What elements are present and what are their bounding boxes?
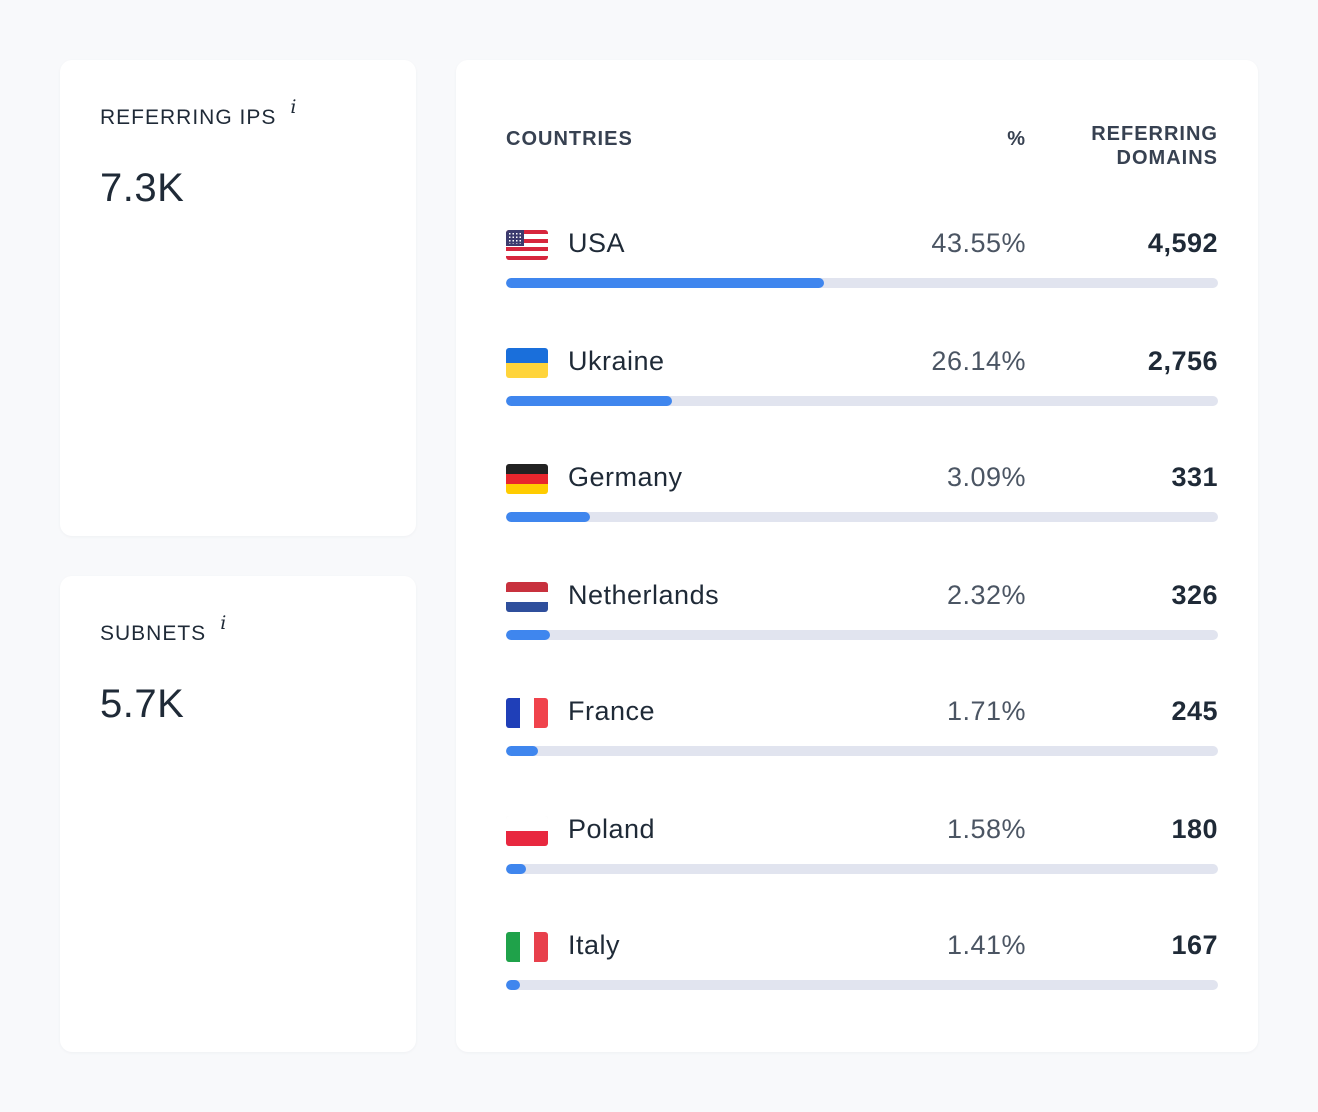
country-bar-fill [506,512,591,522]
country-bar-track [506,864,1218,874]
country-name: France [568,696,656,726]
country-name: USA [568,228,626,258]
country-domains: 2,756 [1147,346,1218,376]
country-bar-track [506,512,1218,522]
subnets-value: 5.7K [100,682,185,726]
country-bar-track [506,746,1218,756]
country-row-poland[interactable]: Poland 1.58% 180 [506,804,1218,884]
country-percent: 1.58% [946,814,1026,844]
country-percent: 2.32% [946,580,1026,610]
country-bar-fill [506,278,825,288]
country-percent: 3.09% [946,462,1026,492]
country-bar-fill [506,746,539,756]
netherlands-flag-icon [506,582,548,612]
country-percent: 26.14% [931,346,1026,376]
country-row-netherlands[interactable]: Netherlands 2.32% 326 [506,570,1218,650]
country-bar-track [506,980,1218,990]
country-domains: 180 [1171,814,1218,844]
country-domains: 331 [1171,462,1218,492]
usa-flag-icon [506,230,548,260]
country-percent: 1.41% [946,930,1026,960]
referring-domains-header[interactable]: REFERRING DOMAINS [1018,122,1218,170]
country-domains: 167 [1171,930,1218,960]
countries-header[interactable]: COUNTRIES [506,128,633,150]
country-name: Netherlands [568,580,720,610]
country-bar-track [506,630,1218,640]
referring-ips-value: 7.3K [100,166,185,210]
germany-flag-icon [506,464,548,494]
country-row-usa[interactable]: USA 43.55% 4,592 [506,218,1218,298]
country-row-germany[interactable]: Germany 3.09% 331 [506,452,1218,532]
country-bar-fill [506,864,526,874]
country-percent: 1.71% [946,696,1026,726]
countries-card: COUNTRIES % REFERRING DOMAINS USA 43.55%… [456,60,1258,1052]
country-domains: 326 [1171,580,1218,610]
country-domains: 4,592 [1147,228,1218,258]
info-icon[interactable]: i [220,612,228,634]
info-icon[interactable]: i [290,96,298,118]
referring-domains-header-line1: REFERRING [1091,123,1218,145]
referring-ips-label: REFERRING IPS [100,106,277,129]
country-name: Ukraine [568,346,665,376]
poland-flag-icon [506,816,548,846]
country-bar-track [506,396,1218,406]
country-row-ukraine[interactable]: Ukraine 26.14% 2,756 [506,336,1218,416]
percent-header[interactable]: % [1007,128,1026,150]
ukraine-flag-icon [506,348,548,378]
country-percent: 43.55% [931,228,1026,258]
country-domains: 245 [1171,696,1218,726]
country-row-italy[interactable]: Italy 1.41% 167 [506,920,1218,1000]
subnets-label-wrap: SUBNETS i [100,612,227,646]
referring-ips-label-wrap: REFERRING IPS i [100,96,297,130]
subnets-label: SUBNETS [100,622,207,645]
referring-domains-header-line2: DOMAINS [1116,147,1218,169]
country-bar-fill [506,980,521,990]
country-name: Italy [568,930,621,960]
country-bar-fill [506,396,672,406]
country-bar-track [506,278,1218,288]
country-row-france[interactable]: France 1.71% 245 [506,686,1218,766]
italy-flag-icon [506,932,548,962]
referring-ips-card: REFERRING IPS i 7.3K [60,60,416,536]
subnets-card: SUBNETS i 5.7K [60,576,416,1052]
france-flag-icon [506,698,548,728]
country-bar-fill [506,630,551,640]
country-name: Poland [568,814,656,844]
country-name: Germany [568,462,683,492]
